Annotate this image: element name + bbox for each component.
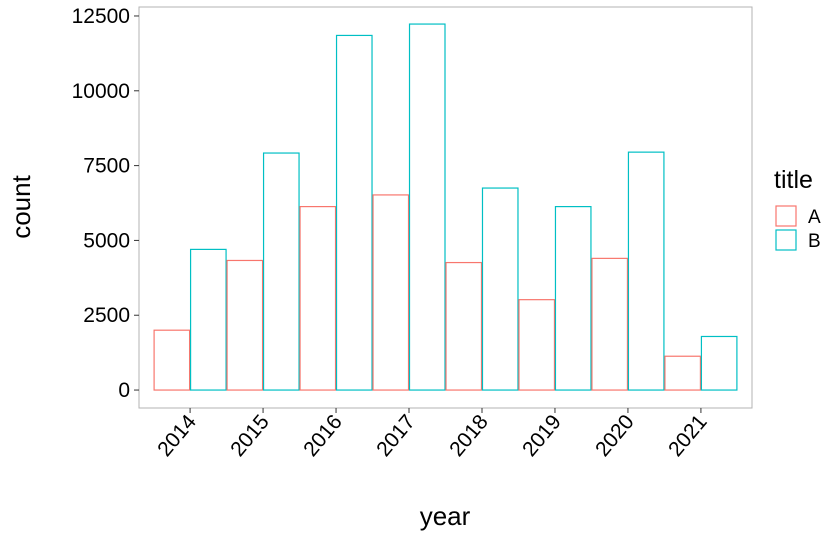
bar-A-2018: [445, 261, 483, 391]
bar-B-2019: [554, 206, 592, 391]
legend-label-B: B: [808, 231, 821, 252]
y-tick-label-2500: 2500: [83, 304, 130, 327]
bar-B-2014: [189, 248, 227, 391]
x-tick-label-2014: 2014: [153, 410, 201, 461]
legend-key-A: [775, 205, 797, 227]
bars-group: [153, 23, 738, 391]
x-tick-label-2017: 2017: [372, 410, 420, 461]
legend-label-A: A: [808, 207, 821, 228]
bar-B-2018: [481, 187, 519, 391]
legend: title AB: [774, 166, 821, 252]
x-axis-title: year: [420, 501, 471, 531]
bar-A-2019: [518, 299, 556, 391]
legend-key-B: [775, 229, 797, 251]
bar-B-2017: [408, 23, 446, 391]
x-tick-label-2015: 2015: [226, 410, 274, 461]
bar-A-2016: [299, 206, 337, 391]
bar-A-2015: [226, 259, 264, 391]
bar-B-2020: [627, 151, 665, 391]
x-axis: 2014 2015 2016 2017 2018 2019 2020 2021: [153, 408, 712, 461]
y-tick-label-10000: 10000: [72, 80, 130, 103]
y-axis-title: count: [6, 174, 36, 238]
x-tick-label-2020: 2020: [591, 410, 639, 461]
bar-B-2021: [700, 335, 738, 391]
bar-B-2015: [262, 152, 300, 391]
x-tick-label-2018: 2018: [445, 410, 493, 461]
x-tick-label-2021: 2021: [664, 410, 712, 461]
x-tick-label-2016: 2016: [299, 410, 347, 461]
bar-A-2021: [664, 355, 702, 391]
x-tick-label-2019: 2019: [518, 410, 566, 461]
y-tick-label-7500: 7500: [83, 155, 130, 178]
legend-title: title: [774, 166, 813, 194]
bar-B-2016: [335, 34, 373, 391]
y-tick-label-0: 0: [118, 379, 130, 402]
y-axis: 0 2500 5000 7500 10000 12500: [72, 5, 139, 402]
y-tick-label-5000: 5000: [83, 229, 130, 252]
bar-A-2014: [153, 329, 191, 391]
y-tick-label-12500: 12500: [72, 5, 130, 28]
bar-A-2020: [591, 257, 629, 391]
bar-A-2017: [372, 194, 410, 391]
